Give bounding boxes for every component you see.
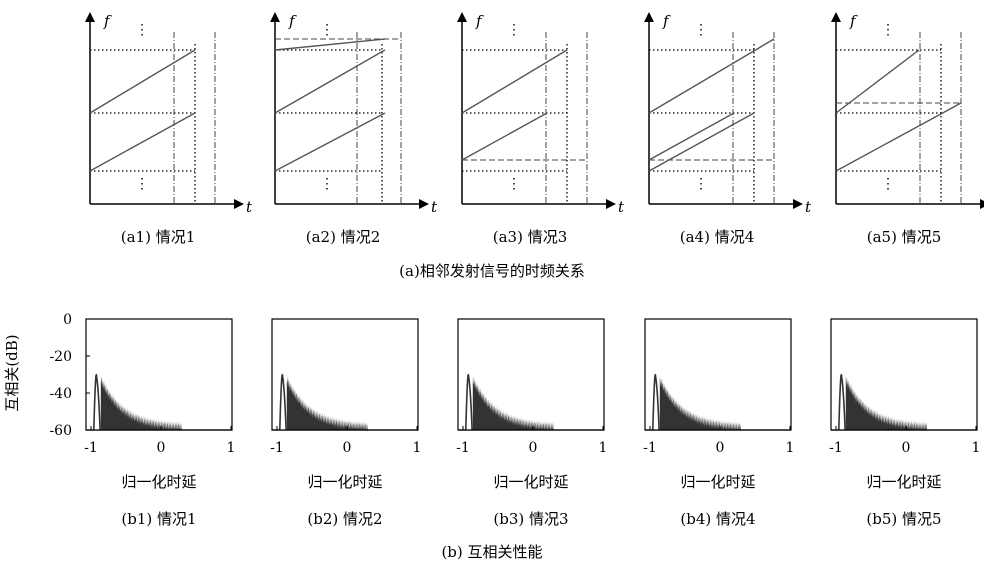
- x-axis-label: 归一化时延: [307, 473, 382, 491]
- chirp-ramp: [274, 112, 386, 172]
- tf-panel-caption: (a5) 情况5: [867, 228, 942, 246]
- ellipsis-dots: ⋮: [881, 22, 895, 38]
- y-tick-label: 0: [63, 312, 72, 328]
- sidelobe-area: [286, 375, 368, 432]
- ellipsis-dots: ⋮: [320, 176, 334, 192]
- t-axis-label: t: [246, 198, 253, 216]
- ellipsis-dots: ⋮: [135, 22, 149, 38]
- tf-panel-4: f t ⋮ ⋮ (a4) 情况4: [644, 12, 812, 246]
- x-tick-label: -1: [84, 440, 98, 456]
- chirp-ramp: [274, 38, 386, 51]
- tf-panel-caption: (a1) 情况1: [121, 228, 196, 246]
- t-axis-label: t: [618, 198, 625, 216]
- x-tick-label: 1: [227, 440, 236, 456]
- x-axis-label: 归一化时延: [121, 473, 196, 491]
- chirp-ramp: [89, 49, 196, 114]
- xcorr-panel-4: -1 0 1 归一化时延 (b4) 情况4: [643, 318, 795, 528]
- tf-panel-1: f t ⋮ ⋮ (a1) 情况1: [85, 12, 253, 246]
- tf-panel-caption: (a4) 情况4: [680, 228, 755, 246]
- x-tick-label: -1: [643, 440, 657, 456]
- ellipsis-dots: ⋮: [320, 22, 334, 38]
- f-axis-label: f: [475, 12, 484, 30]
- time-frequency-panels: f t ⋮ ⋮ (a1) 情况1 f t ⋮ ⋮ (a2) 情况2 f t ⋮ ⋮ (a3) 情况3 f t ⋮ ⋮…: [85, 12, 984, 246]
- correlation-peak: [93, 374, 101, 431]
- t-axis-label: t: [431, 198, 438, 216]
- chirp-ramp: [461, 49, 568, 114]
- x-axis-label: 归一化时延: [680, 473, 755, 491]
- x-tick-label: 0: [157, 440, 166, 456]
- tf-panel-caption: (a2) 情况2: [306, 228, 381, 246]
- ellipsis-dots: ⋮: [881, 176, 895, 192]
- xcorr-panel-1: -1 0 1 0 -20 -40 -60 归一化时延 (b1) 情况1: [49, 312, 235, 528]
- chirp-ramp: [89, 112, 196, 172]
- x-tick-label: 1: [413, 440, 422, 456]
- xcorr-panel-caption: (b2) 情况2: [307, 510, 382, 528]
- ellipsis-dots: ⋮: [694, 22, 708, 38]
- y-tick-label: -40: [49, 386, 72, 402]
- x-tick-label: 1: [599, 440, 608, 456]
- tf-panel-2: f t ⋮ ⋮ (a2) 情况2: [270, 12, 438, 246]
- correlation-peak: [465, 374, 473, 431]
- ellipsis-dots: ⋮: [694, 176, 708, 192]
- x-tick-label: 0: [716, 440, 725, 456]
- correlation-peak: [279, 374, 287, 431]
- xcorr-panel-caption: (b3) 情况3: [493, 510, 568, 528]
- xcorr-panel-caption: (b1) 情况1: [121, 510, 196, 528]
- x-tick-label: -1: [829, 440, 843, 456]
- xcorr-panel-caption: (b4) 情况4: [680, 510, 755, 528]
- correlation-peak: [838, 374, 846, 431]
- f-axis-label: f: [849, 12, 858, 30]
- chirp-ramp: [648, 112, 735, 161]
- ellipsis-dots: ⋮: [507, 22, 521, 38]
- f-axis-label: f: [103, 12, 112, 30]
- x-tick-label: -1: [456, 440, 470, 456]
- x-axis-label: 归一化时延: [493, 473, 568, 491]
- chirp-ramp: [461, 112, 548, 161]
- x-axis-label: 归一化时延: [866, 473, 941, 491]
- f-axis-label: f: [288, 12, 297, 30]
- sidelobe-area: [659, 373, 741, 433]
- f-axis-label: f: [662, 12, 671, 30]
- sidelobe-area: [100, 376, 182, 432]
- x-tick-label: 1: [786, 440, 795, 456]
- top-row-caption: (a)相邻发射信号的时频关系: [399, 262, 585, 280]
- xcorr-panel-caption: (b5) 情况5: [866, 510, 941, 528]
- xcorr-panel-3: -1 0 1 归一化时延 (b3) 情况3: [456, 318, 608, 528]
- xcorr-panel-5: -1 0 1 归一化时延 (b5) 情况5: [829, 318, 981, 528]
- x-tick-label: 0: [529, 440, 538, 456]
- xcorr-panel-2: -1 0 1 归一化时延 (b2) 情况2: [270, 318, 422, 528]
- cross-correlation-panels: -1 0 1 0 -20 -40 -60 归一化时延 (b1) 情况1 -1 0 1 归一化时延 (b2)…: [49, 312, 980, 528]
- y-tick-label: -20: [49, 349, 72, 365]
- sidelobe-area: [845, 375, 927, 432]
- chirp-ramp: [274, 49, 386, 114]
- y-axis-label: 互相关(dB): [3, 334, 21, 411]
- bottom-row-caption: (b) 互相关性能: [441, 543, 542, 561]
- chirp-ramp: [648, 38, 775, 114]
- chirp-ramp: [835, 49, 920, 114]
- tf-panel-3: f t ⋮ ⋮ (a3) 情况3: [457, 12, 625, 246]
- tf-panel-5: ft⋮⋮(a5) 情况5: [831, 12, 984, 246]
- x-tick-label: 1: [972, 440, 981, 456]
- correlation-peak: [652, 374, 660, 431]
- ellipsis-dots: ⋮: [507, 176, 521, 192]
- sidelobe-area: [472, 375, 554, 433]
- x-tick-label: 0: [343, 440, 352, 456]
- chirp-ramp: [835, 102, 962, 172]
- x-tick-label: 0: [902, 440, 911, 456]
- t-axis-label: t: [805, 198, 812, 216]
- chirp-ramp: [648, 112, 755, 172]
- y-tick-label: -60: [49, 423, 72, 439]
- tf-panel-caption: (a3) 情况3: [493, 228, 568, 246]
- x-tick-label: -1: [270, 440, 284, 456]
- ellipsis-dots: ⋮: [135, 176, 149, 192]
